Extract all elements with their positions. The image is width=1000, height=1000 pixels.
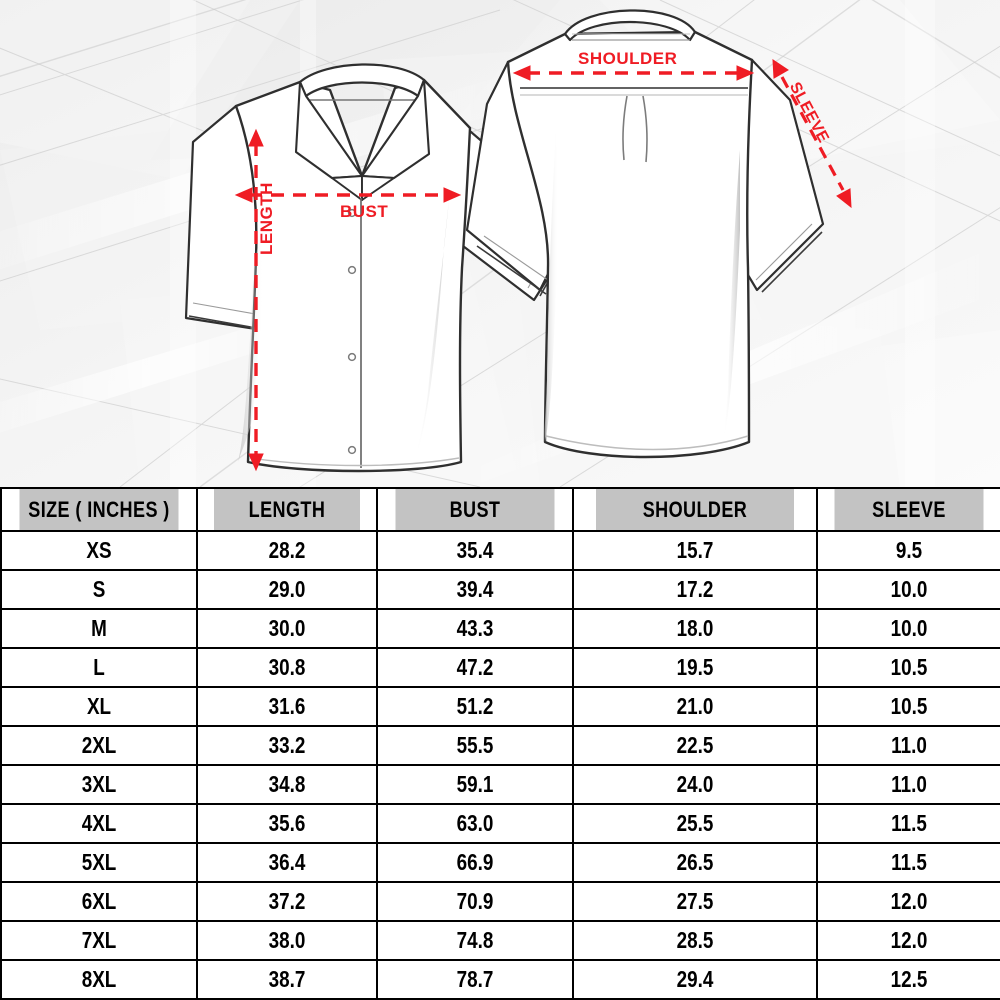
- cell-size: 3XL: [17, 764, 181, 805]
- cell-sleeve: 11.0: [832, 725, 986, 766]
- cell-sleeve: 10.5: [832, 686, 986, 727]
- bust-arrow: [234, 187, 462, 203]
- table-row: M 30.0 43.3 18.0 10.0: [1, 608, 1000, 649]
- cell-shoulder: 17.2: [594, 569, 796, 610]
- cell-size: L: [17, 647, 181, 688]
- cell-shoulder: 22.5: [594, 725, 796, 766]
- table-row: L 30.8 47.2 19.5 10.5: [1, 647, 1000, 688]
- table-header-row: SIZE ( INCHES ) LENGTH BUST SHOULDER SLE…: [1, 487, 1000, 532]
- table-row: 2XL 33.2 55.5 22.5 11.0: [1, 725, 1000, 766]
- cell-size: 4XL: [17, 803, 181, 844]
- cell-size: 7XL: [17, 920, 181, 961]
- cell-bust: 47.2: [393, 647, 557, 688]
- shirt-illustration-area: BUST LENGTH SHOULDER SLEEVE: [0, 0, 1000, 487]
- cell-shoulder: 29.4: [594, 959, 796, 1000]
- cell-size: 6XL: [17, 881, 181, 922]
- cell-bust: 70.9: [393, 881, 557, 922]
- table-row: 3XL 34.8 59.1 24.0 11.0: [1, 764, 1000, 805]
- shoulder-label: SHOULDER: [578, 49, 678, 68]
- column-header-bust: BUST: [393, 487, 557, 532]
- cell-sleeve: 10.5: [832, 647, 986, 688]
- cell-length: 37.2: [212, 881, 362, 922]
- column-header-length: LENGTH: [212, 487, 362, 532]
- cell-sleeve: 11.5: [832, 803, 986, 844]
- cell-length: 38.0: [212, 920, 362, 961]
- sleeve-arrow: [772, 59, 852, 209]
- cell-shoulder: 27.5: [594, 881, 796, 922]
- cell-length: 30.8: [212, 647, 362, 688]
- cell-shoulder: 26.5: [594, 842, 796, 883]
- cell-shoulder: 28.5: [594, 920, 796, 961]
- table-row: 7XL 38.0 74.8 28.5 12.0: [1, 920, 1000, 961]
- bust-label: BUST: [340, 202, 389, 221]
- cell-bust: 74.8: [393, 920, 557, 961]
- cell-size: M: [17, 608, 181, 649]
- measurement-arrows: [234, 59, 852, 472]
- cell-bust: 78.7: [393, 959, 557, 1000]
- cell-sleeve: 11.0: [832, 764, 986, 805]
- cell-shoulder: 19.5: [594, 647, 796, 688]
- cell-bust: 59.1: [393, 764, 557, 805]
- length-arrow: [248, 128, 264, 472]
- cell-length: 36.4: [212, 842, 362, 883]
- table-row: 6XL 37.2 70.9 27.5 12.0: [1, 881, 1000, 922]
- cell-sleeve: 11.5: [832, 842, 986, 883]
- table-row: XL 31.6 51.2 21.0 10.5: [1, 686, 1000, 727]
- cell-bust: 55.5: [393, 725, 557, 766]
- cell-shoulder: 24.0: [594, 764, 796, 805]
- column-header-shoulder: SHOULDER: [594, 487, 796, 532]
- cell-bust: 43.3: [393, 608, 557, 649]
- cell-shoulder: 25.5: [594, 803, 796, 844]
- cell-bust: 39.4: [393, 569, 557, 610]
- table-body: XS 28.2 35.4 15.7 9.5 S 29.0 39.4 17.2 10.0 M 30.0 4…: [1, 530, 1000, 1000]
- table-row: XS 28.2 35.4 15.7 9.5: [1, 530, 1000, 571]
- cell-size: S: [17, 569, 181, 610]
- cell-size: XL: [17, 686, 181, 727]
- cell-length: 28.2: [212, 530, 362, 571]
- cell-sleeve: 9.5: [832, 530, 986, 571]
- length-label: LENGTH: [257, 182, 276, 255]
- cell-bust: 51.2: [393, 686, 557, 727]
- cell-shoulder: 18.0: [594, 608, 796, 649]
- shirt-line-drawings: [184, 9, 852, 473]
- shoulder-arrow: [512, 65, 755, 81]
- cell-length: 29.0: [212, 569, 362, 610]
- cell-length: 33.2: [212, 725, 362, 766]
- shirt-back-view: [465, 9, 825, 459]
- cell-bust: 35.4: [393, 530, 557, 571]
- cell-sleeve: 10.0: [832, 608, 986, 649]
- cell-size: 8XL: [17, 959, 181, 1000]
- column-header-size: SIZE ( INCHES ): [17, 487, 181, 532]
- cell-sleeve: 12.0: [832, 881, 986, 922]
- cell-length: 34.8: [212, 764, 362, 805]
- cell-length: 31.6: [212, 686, 362, 727]
- cell-sleeve: 12.5: [832, 959, 986, 1000]
- table-row: 4XL 35.6 63.0 25.5 11.5: [1, 803, 1000, 844]
- cell-size: 5XL: [17, 842, 181, 883]
- cell-size: 2XL: [17, 725, 181, 766]
- column-header-sleeve: SLEEVE: [832, 487, 986, 532]
- cell-length: 30.0: [212, 608, 362, 649]
- size-chart-table: SIZE ( INCHES ) LENGTH BUST SHOULDER SLE…: [0, 487, 1000, 1000]
- cell-sleeve: 12.0: [832, 920, 986, 961]
- cell-bust: 66.9: [393, 842, 557, 883]
- cell-length: 35.6: [212, 803, 362, 844]
- cell-shoulder: 21.0: [594, 686, 796, 727]
- cell-length: 38.7: [212, 959, 362, 1000]
- cell-size: XS: [17, 530, 181, 571]
- cell-shoulder: 15.7: [594, 530, 796, 571]
- table-row: S 29.0 39.4 17.2 10.0: [1, 569, 1000, 610]
- cell-sleeve: 10.0: [832, 569, 986, 610]
- cell-bust: 63.0: [393, 803, 557, 844]
- table-row: 8XL 38.7 78.7 29.4 12.5: [1, 959, 1000, 1000]
- table-row: 5XL 36.4 66.9 26.5 11.5: [1, 842, 1000, 883]
